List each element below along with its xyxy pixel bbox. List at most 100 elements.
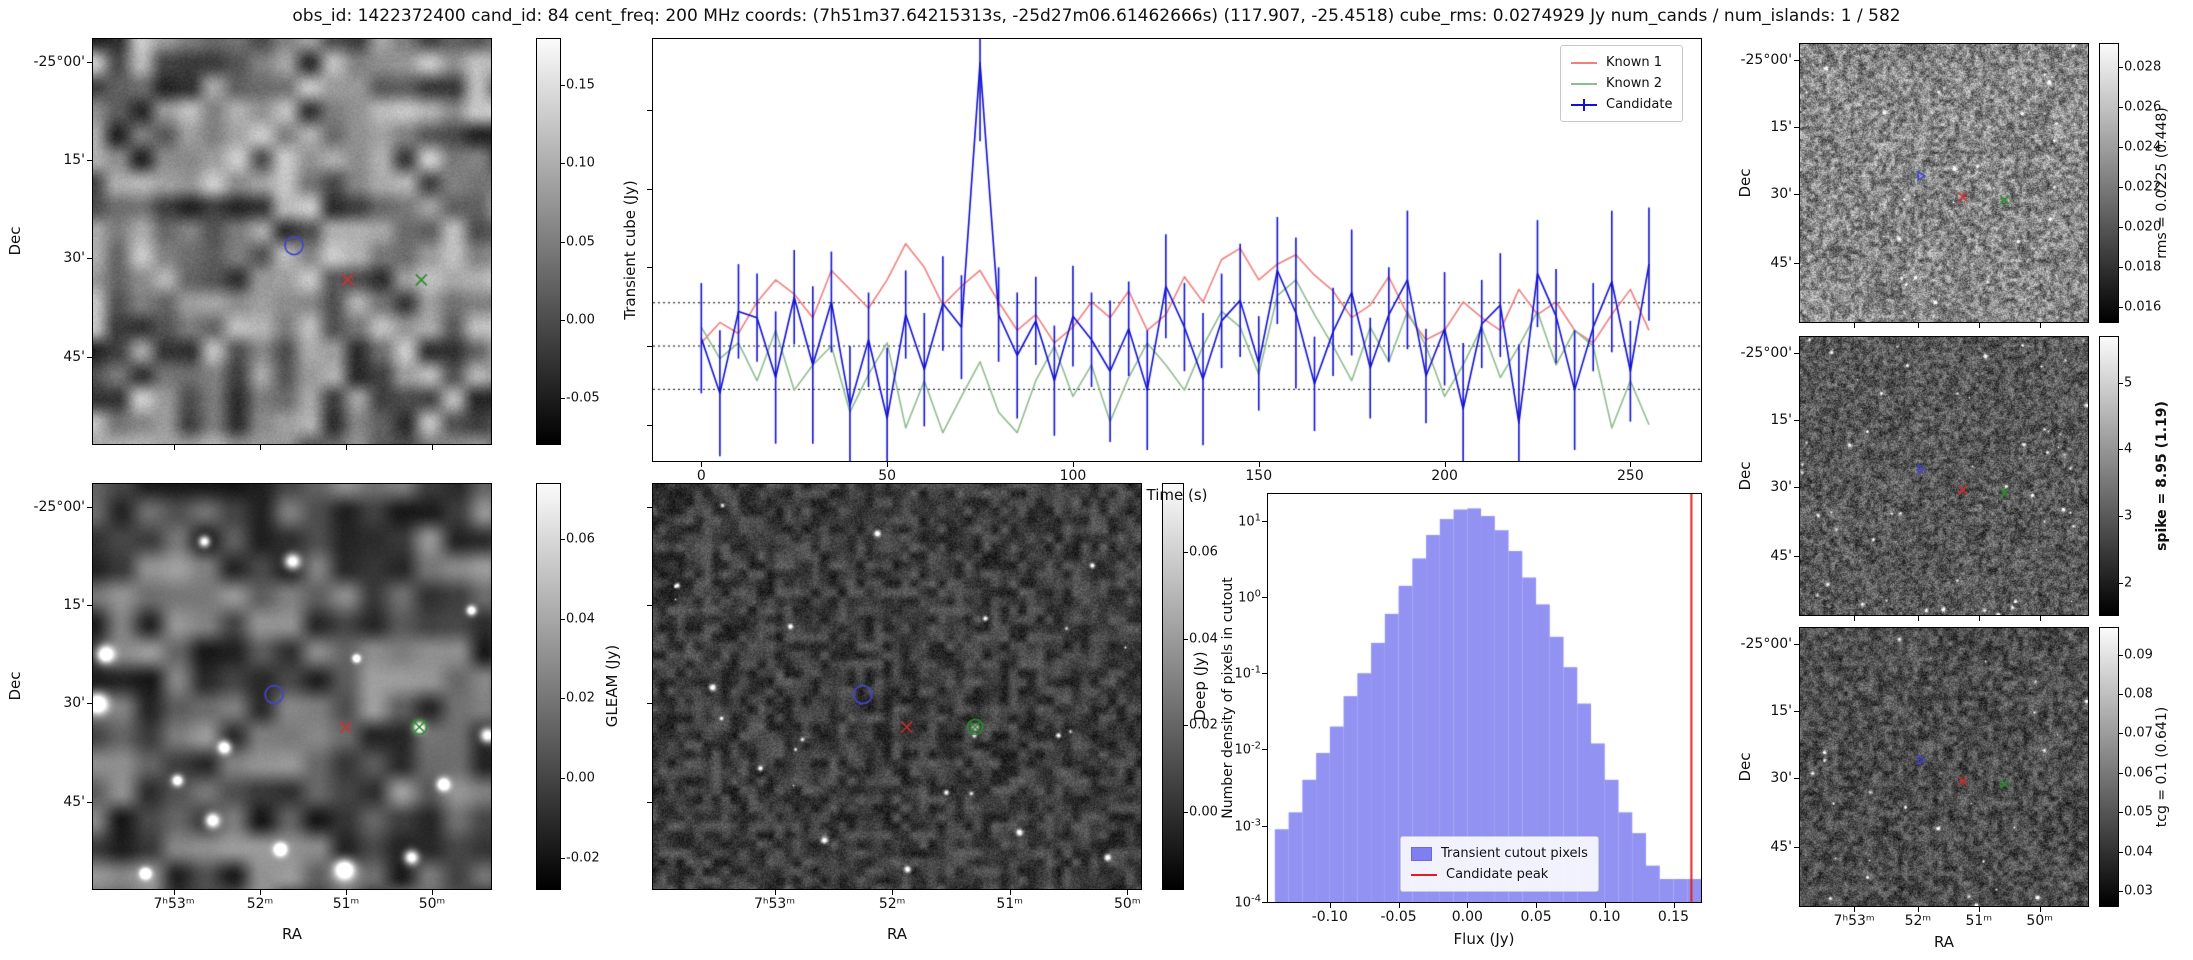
tick-label: 0.024 [2124,139,2162,155]
gleam-cutout-canvas [93,484,491,889]
tick-label: 10-4 [1234,893,1261,911]
tick-label: -0.05 [566,390,600,406]
tmark [2119,812,2123,814]
tick-label: 0.08 [2124,686,2153,702]
tmark [2119,772,2123,774]
tick-label: 30' [63,694,85,711]
tick-label: 51ᵐ [332,896,360,912]
tick-mark [1917,907,1919,912]
tick-mark [87,62,92,64]
tick-label: -25°00' [33,499,85,516]
candidate-legend-label: Candidate [1606,96,1673,112]
tick-mark [887,462,889,467]
tick-mark [87,605,92,607]
time-axis-label: Time (s) [1146,486,1208,504]
tick-mark [1536,903,1538,908]
transient-cutout-canvas [93,39,491,444]
tick-label: 45' [63,349,85,366]
deep-colorbar-label: Deep (Jy) [1191,651,1209,721]
tick-mark [1262,596,1267,598]
tmark [561,538,565,540]
tick-label: 0.02 [1189,717,1218,733]
tick-mark [432,890,433,895]
tick-mark [346,445,347,450]
candidate-peak-legend-label: Candidate peak [1446,866,1549,882]
tick-label: 4 [2124,441,2133,457]
tick-mark [1794,420,1799,421]
tcg-colorbar-label: tcg = 0.1 (0.641) [2154,706,2170,828]
known1-legend-label: Known 1 [1606,54,1662,70]
tmark [1184,812,1188,814]
tick-label: -25°00' [1740,344,1792,361]
tmark [1184,638,1188,640]
tmark [561,858,565,860]
tick-label: -25°00' [33,54,85,71]
tick-label: 45' [63,794,85,811]
tick-label: 0.00 [1189,804,1218,820]
tick-label: 52ᵐ [246,896,274,912]
tick-label: 15' [1770,119,1792,135]
known1-line-swatch [1571,61,1597,64]
tick-mark [1262,825,1267,827]
tick-label: 0.04 [566,611,595,627]
tick-label: 0.09 [2124,647,2153,663]
tick-label: 51ᵐ [996,896,1023,912]
tick-label: 0 [696,468,706,484]
tmark [2119,516,2123,517]
tick-mark [774,890,776,895]
tick-label: 30' [1770,770,1792,787]
tmark [561,163,565,165]
lightcurve-legend: Known 1 Known 2 Candidate [1560,45,1684,122]
tick-mark [87,802,92,804]
tmark [561,84,565,86]
tick-label: 250 [1617,468,1644,484]
tick-mark [1978,323,1980,328]
gleam-cutout-image [92,483,492,890]
tmark [2119,267,2123,268]
histogram-ylabel: Number density of pixels in cutout [1220,577,1236,819]
tick-mark [260,445,261,450]
tick-mark [1258,462,1260,467]
tick-label: 0.00 [566,770,595,786]
known2-line-swatch [1571,82,1597,85]
histogram-legend: Transient cutout pixels Candidate peak [1400,836,1599,892]
deep-cutout-canvas [653,484,1141,889]
rms-map-image [1799,43,2089,323]
tick-label: 0.04 [2124,844,2153,860]
tick-label: 150 [1245,468,1273,484]
tick-mark [701,462,703,467]
tick-mark [1917,323,1919,328]
ra-axis-label: RA [281,925,303,943]
tick-mark [647,188,652,190]
tick-label: 100 [1238,588,1261,606]
tmark [2119,891,2123,893]
tick-mark [1794,194,1799,196]
tmark [561,319,565,321]
tick-mark [1794,555,1799,557]
tick-label: 50ᵐ [2026,913,2053,929]
tmark [2119,654,2123,656]
tick-label: 10-2 [1234,740,1261,759]
tick-mark [1262,673,1267,675]
tick-label: 45' [1770,838,1792,855]
tick-label: 0.026 [2124,99,2162,115]
tick-mark [432,445,433,450]
tick-label: 0.10 [1589,909,1621,925]
tick-label: -25°00' [1740,635,1792,652]
gleam-colorbar-label: GLEAM (Jy) [603,644,621,728]
tick-mark [1854,616,1856,621]
deep-colorbar [1162,483,1184,890]
tmark [1184,552,1188,554]
tick-mark [1673,903,1675,908]
tick-mark [1072,462,1074,467]
deep-cutout-image [652,483,1142,890]
dec-axis-label: Dec [6,226,24,256]
tick-mark [2039,616,2041,621]
transient-colorbar [536,38,561,445]
tick-mark [647,507,652,509]
tick-label: 0.028 [2124,59,2162,75]
ra-axis-label: RA [886,925,908,943]
tmark [2119,187,2123,188]
tick-label: 0.15 [1657,909,1690,925]
tick-label: 7ʰ53ᵐ [153,896,195,912]
